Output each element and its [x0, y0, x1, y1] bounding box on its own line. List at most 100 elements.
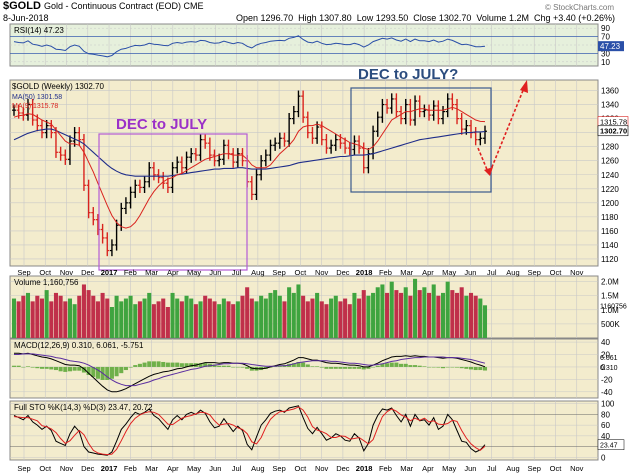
price-bar	[478, 132, 483, 146]
macd-histogram-bar	[352, 366, 357, 369]
price-bar	[310, 127, 315, 144]
macd-histogram-bar	[478, 366, 483, 371]
macd-histogram-bar	[123, 366, 128, 371]
price-tick-label: 1240	[601, 171, 619, 180]
macd-histogram-bar	[277, 365, 282, 367]
volume-bar	[380, 284, 385, 338]
macd-histogram-bar	[338, 366, 343, 369]
macd-histogram-bar	[119, 366, 124, 374]
macd-tick-label: -40	[601, 388, 613, 397]
volume-bar	[361, 290, 366, 338]
volume-bar	[431, 284, 436, 338]
macd-histogram-bar	[380, 363, 385, 367]
price-bar	[394, 93, 399, 118]
macd-histogram-bar	[226, 365, 231, 367]
volume-bar	[81, 284, 86, 338]
macd-histogram-bar	[454, 366, 460, 368]
volume-bar	[445, 281, 450, 338]
macd-histogram-bar	[329, 366, 334, 369]
volume-bar	[175, 298, 180, 338]
price-bar	[221, 139, 226, 165]
macd-histogram-bar	[95, 366, 100, 379]
price-bar	[417, 95, 422, 118]
volume-bar	[240, 295, 245, 338]
macd-histogram-bar	[473, 366, 478, 371]
price-bar	[240, 148, 245, 167]
volume-last-tag: 1160756	[600, 303, 627, 310]
price-bar	[408, 98, 413, 126]
price-bar	[263, 149, 268, 167]
volume-bar	[156, 301, 161, 338]
macd-histogram-bar	[427, 366, 432, 368]
volume-bar	[170, 292, 175, 338]
arrow-down	[477, 147, 489, 173]
x-axis-label: May	[187, 464, 201, 473]
ma9-line	[13, 106, 486, 229]
x-axis-label: Nov	[570, 464, 584, 473]
volume-tick-label: 500K	[601, 320, 620, 329]
macd-tick-label: -20	[601, 375, 613, 384]
close-tag-bg	[597, 125, 629, 137]
volume-bar	[333, 295, 338, 338]
x-axis-label: Nov	[60, 464, 74, 473]
volume-bar	[53, 292, 59, 338]
x-axis-label: May	[187, 268, 201, 277]
x-axis-label: Apr	[167, 268, 179, 277]
volume-bar	[249, 298, 254, 338]
macd-histogram-bar	[189, 363, 194, 367]
volume-bar	[217, 304, 222, 338]
x-axis-label: Feb	[379, 268, 392, 277]
price-bar	[277, 132, 282, 149]
macd-histogram-bar	[389, 362, 394, 367]
macd-histogram-bar	[109, 366, 114, 379]
macd-tick-label: 40	[601, 338, 610, 347]
volume-bar	[133, 304, 138, 338]
volume-bar	[482, 305, 488, 338]
volume-bar	[287, 287, 292, 338]
x-axis-label: Sep	[17, 268, 30, 277]
price-bar	[445, 93, 450, 118]
macd-histogram-bar	[147, 361, 152, 367]
macd-histogram-bar	[221, 365, 226, 367]
price-bar	[12, 104, 16, 116]
price-bar	[53, 127, 58, 158]
volume-bar	[11, 298, 17, 338]
macd-histogram-bar	[450, 366, 455, 368]
volume-bar	[114, 295, 119, 338]
price-bar	[105, 232, 110, 257]
x-axis-label: Oct	[295, 464, 308, 473]
macd-histogram-bar	[175, 362, 180, 367]
macd-histogram-bar	[114, 366, 119, 377]
macd-histogram-bar	[198, 363, 203, 367]
rsi-label: RSI(14) 47.23	[14, 26, 64, 35]
volume-tick-label: 1.5M	[601, 292, 619, 301]
price-bar	[58, 146, 63, 161]
price-bar	[151, 162, 156, 181]
price-bar	[375, 111, 380, 137]
sto-last-tag: 23.47	[600, 443, 618, 450]
x-axis-label: Jul	[487, 268, 497, 277]
chart-ohlc: Open 1296.70 High 1307.80 Low 1293.50 Cl…	[236, 13, 616, 23]
macd-histogram-bar	[212, 364, 217, 367]
volume-bar	[235, 301, 240, 338]
volume-bar	[49, 301, 54, 338]
macd-histogram-bar	[366, 366, 371, 369]
x-axis-label: Oct	[39, 268, 52, 277]
x-axis-label: 2017	[101, 268, 118, 277]
price-bar	[441, 105, 446, 125]
price-bar	[123, 197, 128, 215]
volume-label: Volume 1,160,756	[14, 278, 79, 287]
macd-histogram-bar	[170, 362, 175, 367]
price-tick-label: 1140	[601, 241, 619, 250]
x-axis-label: Oct	[39, 464, 52, 473]
volume-bar	[464, 295, 469, 338]
price-bar	[249, 176, 254, 201]
price-bar	[455, 98, 460, 125]
volume-bar	[128, 295, 133, 338]
x-axis-label: Oct	[550, 268, 563, 277]
ma9-tag: 1315.78	[600, 118, 627, 127]
volume-bar	[35, 295, 40, 338]
x-axis-label: Jun	[464, 464, 476, 473]
macd-histogram-bar	[403, 363, 408, 367]
price-bar	[39, 120, 44, 139]
